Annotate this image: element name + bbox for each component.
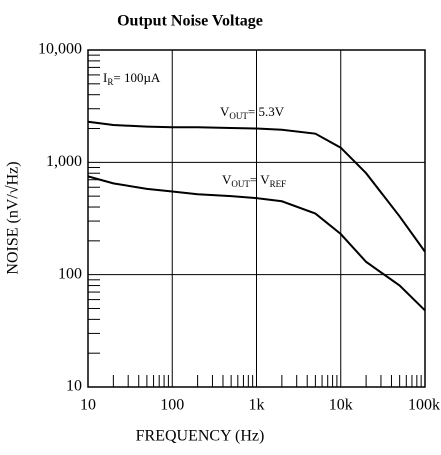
annotation: VOUT= VREF [222,172,286,189]
x-tick-label: 100 [160,397,184,414]
y-tick-label: 10 [66,378,82,395]
annotation: IR= 100µA [103,70,161,87]
line-series [87,120,426,253]
chart-title: Output Noise Voltage [117,13,263,30]
x-tick-label: 10 [80,397,96,414]
x-tick-label: 100k [408,397,440,414]
x-tick-label: 10k [329,397,353,414]
line-series [87,175,426,312]
plot-frame [87,49,426,388]
y-tick-label: 100 [58,265,82,282]
y-tick-label: 1,000 [46,153,82,170]
x-tick-label: 1k [249,397,265,414]
x-axis-label: FREQUENCY (Hz) [136,428,265,445]
y-axis-label: NOISE (nV/√Hz) [5,161,22,274]
y-tick-label: 10,000 [38,41,82,58]
annotation: VOUT= 5.3V [220,104,285,121]
